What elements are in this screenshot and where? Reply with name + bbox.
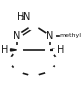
- Text: H: H: [1, 45, 8, 55]
- Text: methyl: methyl: [60, 33, 82, 38]
- Text: N: N: [46, 30, 54, 41]
- Text: N: N: [13, 30, 20, 41]
- Text: ··: ··: [50, 45, 56, 54]
- Text: N: N: [23, 12, 30, 22]
- Text: 2: 2: [21, 16, 24, 21]
- Text: H: H: [17, 12, 24, 22]
- Polygon shape: [11, 49, 17, 51]
- Text: H: H: [57, 45, 64, 55]
